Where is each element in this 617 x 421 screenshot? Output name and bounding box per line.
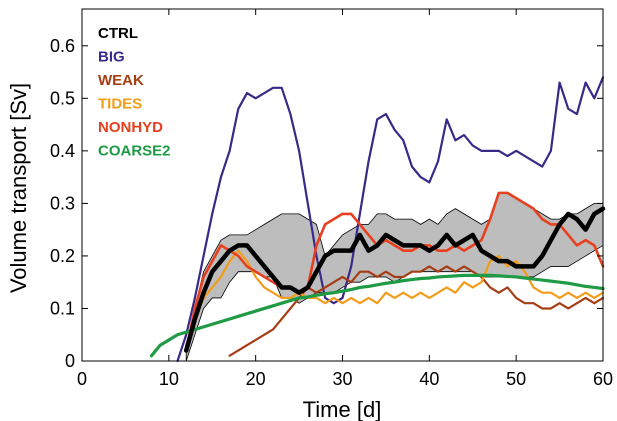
series-line-weak bbox=[228, 265, 605, 357]
series-line-tides bbox=[185, 249, 605, 347]
legend-entry-tides: TIDES bbox=[98, 96, 142, 113]
x-axis-label: Time [d] bbox=[303, 397, 382, 421]
y-tick-label: 0.4 bbox=[50, 141, 75, 161]
legend-entry-ctrl: CTRL bbox=[98, 25, 138, 42]
series-line-big bbox=[176, 76, 605, 363]
legend-entry-coarse2: COARSE2 bbox=[98, 143, 171, 160]
x-tick-label: 10 bbox=[159, 369, 179, 389]
y-tick-label: 0.5 bbox=[50, 88, 75, 108]
y-tick-label: 0.1 bbox=[50, 298, 75, 318]
legend: CTRL BIG WEAK TIDES NONHYD COARSE2 bbox=[98, 25, 171, 160]
y-tick-label: 0.2 bbox=[50, 246, 75, 266]
series-layer bbox=[149, 76, 606, 363]
series-line-coarse2 bbox=[149, 273, 605, 358]
legend-entry-nonhyd: NONHYD bbox=[98, 119, 163, 136]
series-line-ctrl bbox=[183, 206, 606, 353]
x-tick-label: 20 bbox=[246, 369, 266, 389]
y-tick-label: 0.3 bbox=[50, 193, 75, 213]
plot-frame bbox=[81, 8, 604, 362]
legend-entry-weak: WEAK bbox=[98, 72, 144, 89]
legend-entry-big: BIG bbox=[98, 49, 125, 66]
y-tick-label: 0 bbox=[65, 351, 75, 371]
y-axis-label: Volume transport [Sv] bbox=[6, 83, 31, 293]
ticks-layer: 0 10 20 30 40 50 60 0 0.1 0.2 0.3 0.4 0.5 0.6 bbox=[50, 9, 613, 389]
x-tick-label: 0 bbox=[77, 369, 87, 389]
x-tick-label: 30 bbox=[332, 369, 352, 389]
x-tick-label: 50 bbox=[506, 369, 526, 389]
x-tick-label: 60 bbox=[593, 369, 613, 389]
series-line-nonhyd bbox=[184, 191, 605, 352]
y-tick-label: 0.6 bbox=[50, 36, 75, 56]
x-tick-label: 40 bbox=[419, 369, 439, 389]
